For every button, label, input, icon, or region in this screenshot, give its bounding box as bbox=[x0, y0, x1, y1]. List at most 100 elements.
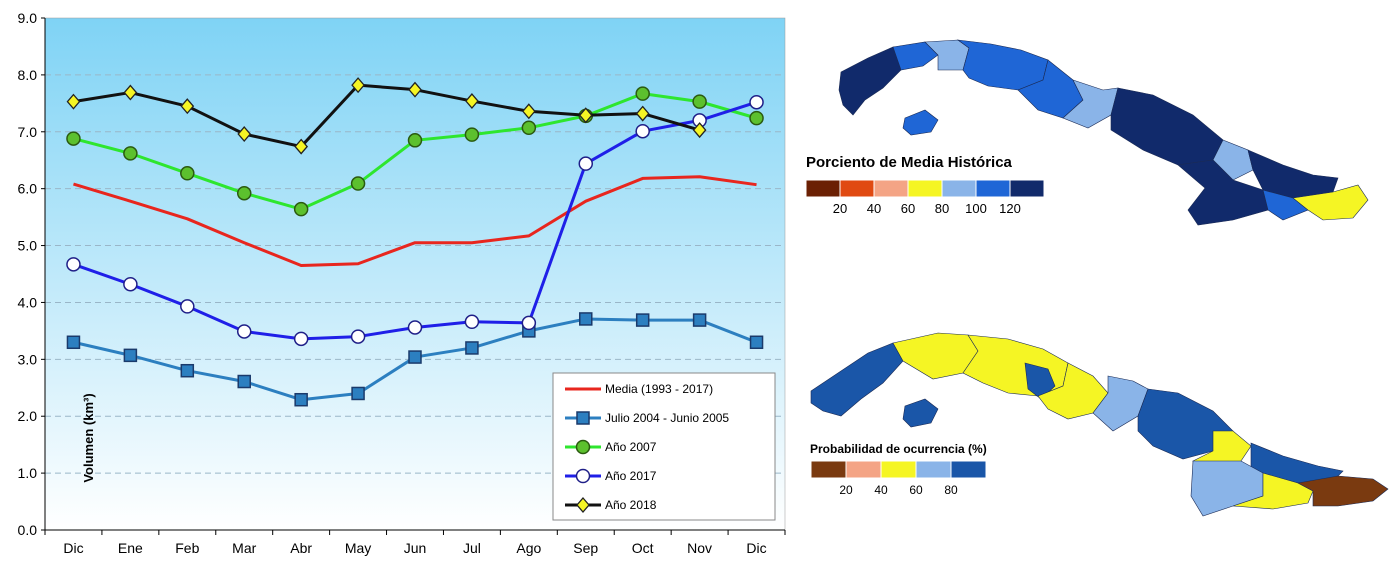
data-point bbox=[692, 313, 707, 327]
data-point bbox=[351, 386, 365, 401]
scale-swatch bbox=[915, 460, 952, 479]
data-point bbox=[692, 122, 707, 139]
x-tick-label: Oct bbox=[632, 540, 654, 556]
legend-label: Media (1993 - 2017) bbox=[605, 382, 713, 396]
y-tick-label: 7.0 bbox=[18, 124, 38, 140]
data-point bbox=[180, 299, 195, 314]
region-santiago-top bbox=[1262, 189, 1309, 221]
data-point bbox=[236, 324, 252, 339]
scale-label: 40 bbox=[874, 483, 888, 497]
data-point bbox=[578, 107, 593, 124]
legend-marker bbox=[575, 439, 591, 455]
data-point bbox=[180, 363, 195, 378]
scale-swatch bbox=[845, 460, 882, 479]
x-tick-label: Feb bbox=[175, 540, 199, 556]
data-point bbox=[635, 313, 650, 327]
data-point bbox=[350, 176, 366, 191]
legend-label: Año 2007 bbox=[605, 440, 657, 454]
series-2 bbox=[66, 86, 764, 217]
region-granma-bottom bbox=[1190, 460, 1264, 517]
data-point bbox=[180, 166, 195, 181]
data-point bbox=[294, 392, 308, 407]
data-point bbox=[579, 312, 593, 326]
data-point bbox=[66, 93, 81, 110]
x-tick-label: Mar bbox=[232, 540, 256, 556]
isla-juventud-bottom bbox=[902, 398, 939, 428]
region-camaguey-top bbox=[1110, 87, 1224, 166]
scale-label: 20 bbox=[839, 483, 853, 497]
data-point bbox=[237, 126, 252, 143]
legend-marker bbox=[575, 468, 591, 484]
cuba-map-bottom bbox=[810, 332, 1389, 517]
legend-box bbox=[552, 372, 776, 521]
map-bottom-title: Probabilidad de ocurrencia (%) bbox=[810, 442, 987, 456]
data-point bbox=[293, 201, 309, 217]
scale-swatch bbox=[950, 460, 987, 479]
data-point bbox=[66, 335, 81, 350]
scale-label: 80 bbox=[935, 201, 949, 216]
region-guantanamo-top bbox=[1292, 184, 1369, 221]
data-point bbox=[635, 86, 650, 101]
data-point bbox=[350, 329, 366, 344]
scale-label: 120 bbox=[999, 201, 1021, 216]
legend-marker bbox=[576, 411, 590, 425]
y-tick-label: 3.0 bbox=[18, 351, 38, 367]
legend-marker bbox=[576, 497, 590, 513]
series-1 bbox=[66, 312, 764, 407]
region-villaclara-bottom bbox=[1037, 362, 1109, 420]
series-3 bbox=[66, 94, 764, 347]
scale-label: 40 bbox=[867, 201, 881, 216]
series-0 bbox=[73, 175, 757, 267]
data-point bbox=[635, 123, 650, 139]
series-line bbox=[73, 175, 757, 267]
y-tick-label: 0.0 bbox=[18, 522, 38, 538]
scale-swatch bbox=[907, 179, 943, 198]
data-point bbox=[123, 276, 138, 292]
legend: Media (1993 - 2017) Julio 2004 - Junio 20… bbox=[552, 372, 776, 521]
region-sancti-top bbox=[1062, 79, 1119, 129]
data-point bbox=[635, 105, 650, 122]
cuba-map-top bbox=[838, 39, 1369, 226]
y-tick-label: 6.0 bbox=[18, 181, 38, 197]
line-chart: 0.0 1.0 2.0 3.0 4.0 5.0 6.0 7.0 8.0 9.0 Dic Ene Feb… bbox=[18, 10, 786, 556]
y-tick-label: 8.0 bbox=[18, 67, 38, 83]
scale-swatch bbox=[873, 179, 909, 198]
data-point bbox=[465, 341, 479, 355]
isla-juventud-top bbox=[902, 109, 939, 136]
scale-swatch bbox=[810, 460, 847, 479]
y-tick-label: 4.0 bbox=[18, 294, 38, 310]
data-point bbox=[66, 131, 81, 146]
region-camaguey-bottom bbox=[1137, 388, 1234, 460]
scale-label: 20 bbox=[833, 201, 847, 216]
data-point bbox=[123, 84, 138, 101]
legend-label: Julio 2004 - Junio 2005 bbox=[605, 411, 729, 425]
x-tick-label: Nov bbox=[687, 540, 712, 556]
data-point bbox=[407, 133, 423, 148]
region-west-top bbox=[838, 46, 912, 116]
data-point bbox=[749, 94, 764, 110]
x-tick-label: Sep bbox=[573, 540, 598, 556]
legend-label: Año 2017 bbox=[605, 469, 657, 483]
data-point bbox=[236, 185, 252, 201]
x-tick-label: Dic bbox=[63, 540, 83, 556]
x-tick-label: Dic bbox=[746, 540, 766, 556]
scale-swatch bbox=[839, 179, 875, 198]
map-top-scale: 20 40 60 80 100 120 bbox=[805, 179, 1045, 216]
scale-swatch bbox=[1009, 179, 1045, 198]
scale-swatch bbox=[941, 179, 977, 198]
x-tick-label: May bbox=[345, 540, 371, 556]
scale-label: 80 bbox=[944, 483, 958, 497]
data-point bbox=[464, 314, 480, 330]
region-sancti-bottom bbox=[1092, 375, 1149, 432]
scale-label: 60 bbox=[901, 201, 915, 216]
series-line bbox=[73, 83, 701, 149]
x-tick-label: Ene bbox=[118, 540, 143, 556]
map-bottom-scale: 20 40 60 80 bbox=[810, 460, 987, 497]
x-tick-label: Ago bbox=[516, 540, 541, 556]
data-point bbox=[351, 77, 365, 94]
data-point bbox=[237, 374, 251, 389]
map-top-title: Porciento de Media Histórica bbox=[806, 154, 1013, 171]
data-point bbox=[464, 127, 480, 142]
data-point bbox=[749, 110, 764, 126]
